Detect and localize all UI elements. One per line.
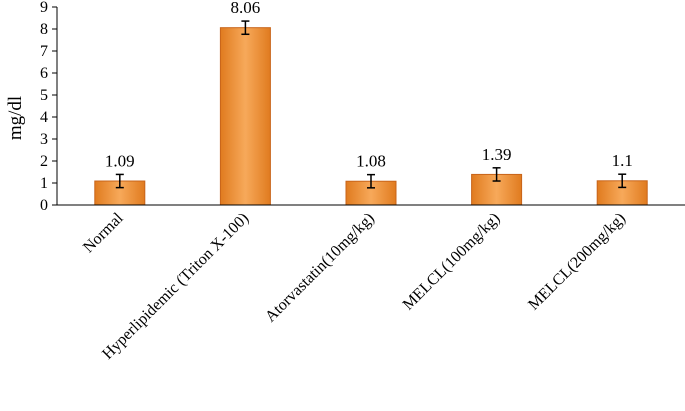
data-label: 1.08 (356, 152, 386, 171)
y-axis-title: mg/dl (5, 96, 26, 140)
data-label: 1.09 (105, 151, 135, 170)
bar-series: 1.09 8.06 1.08 1.39 1.1 (94, 0, 648, 206)
y-tick-label: 8 (40, 21, 48, 38)
y-tick-label: 5 (40, 87, 48, 104)
y-tick-label: 4 (40, 109, 48, 126)
y-tick-label: 9 (40, 0, 48, 16)
data-label: 1.39 (482, 145, 512, 164)
y-tick-label: 2 (40, 153, 48, 170)
y-tick-label: 6 (40, 65, 48, 82)
category-label: Hyperlipidemic (Triton X-100) (99, 210, 252, 363)
category-label: Normal (80, 209, 127, 256)
y-tick-label: 1 (40, 175, 48, 192)
y-tick-label: 7 (40, 43, 48, 60)
category-label: MELCL(100mg/kg) (400, 210, 504, 314)
y-tick-label: 0 (40, 197, 48, 214)
category-label: MELCL(200mg/kg) (525, 210, 629, 314)
y-tick-label: 3 (40, 131, 48, 148)
bar (219, 27, 271, 206)
category-label: Atorvastatin(10mg/kg) (262, 210, 378, 326)
data-label: 8.06 (231, 0, 261, 17)
axes (56, 7, 685, 206)
y-axis-ticks: 0 1 2 3 4 5 6 7 8 9 (40, 0, 57, 214)
data-label: 1.1 (612, 151, 633, 170)
